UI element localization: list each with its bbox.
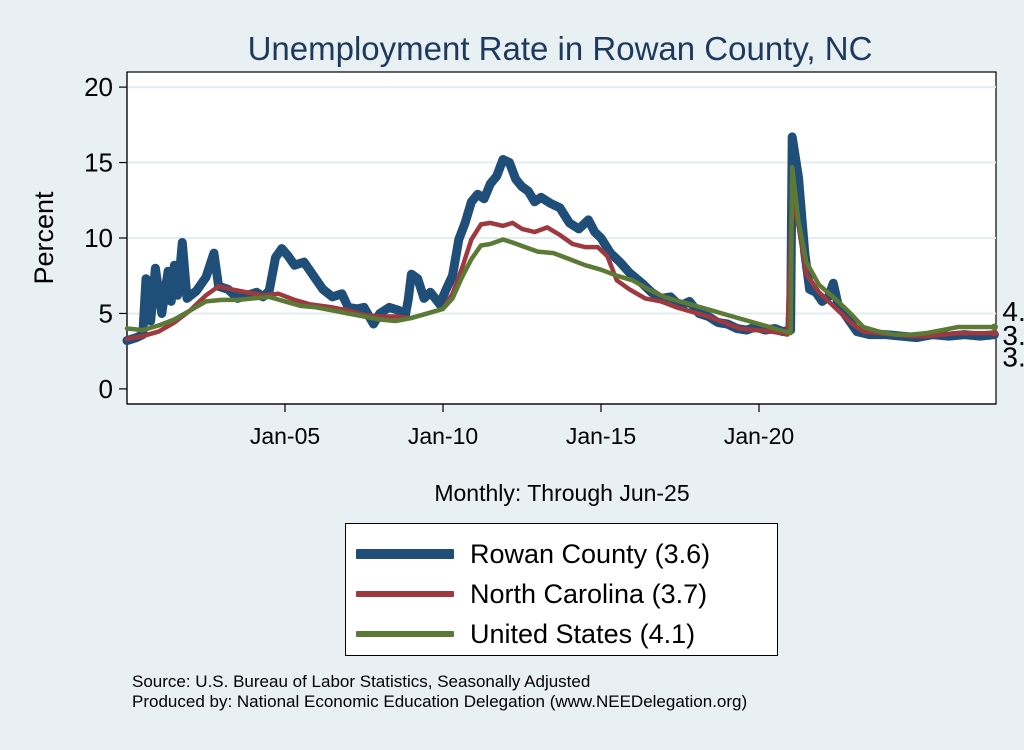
- x-axis: Jan-05 Jan-10 Jan-15 Jan-20: [127, 403, 996, 449]
- series-line-united-states: [124, 164, 997, 337]
- chart-title: Unemployment Rate in Rowan County, NC: [248, 30, 873, 67]
- series-line-north-carolina: [124, 193, 997, 342]
- series-lines: [122, 132, 999, 346]
- source-note: Source: U.S. Bureau of Labor Statistics,…: [132, 672, 747, 712]
- legend-item-united-states: United States (4.1): [356, 614, 695, 654]
- legend-label-united-states: United States (4.1): [470, 618, 696, 649]
- end-label-rowan-county: 3.6: [1002, 342, 1024, 373]
- series-end-marker-north-carolina: [990, 329, 998, 337]
- x-tick-label: Jan-20: [724, 423, 794, 449]
- y-tick-label: 10: [84, 223, 113, 253]
- y-axis: 0 5 10 15 20: [84, 72, 128, 404]
- x-tick-label: Jan-10: [408, 423, 478, 449]
- legend-swatch-rowan-county: [356, 549, 454, 559]
- legend: Rowan County (3.6) North Carolina (3.7) …: [345, 523, 778, 656]
- end-label-united-states: 4.1: [1002, 296, 1024, 327]
- end-label-north-carolina: 3.7: [1002, 320, 1024, 351]
- legend-item-rowan-county: Rowan County (3.6): [356, 534, 710, 574]
- legend-label-north-carolina: North Carolina (3.7): [470, 578, 708, 609]
- series-end-marker-united-states: [990, 323, 998, 331]
- legend-label-rowan-county: Rowan County (3.6): [470, 538, 711, 569]
- y-tick-label: 5: [99, 298, 113, 328]
- legend-swatch-united-states: [356, 631, 454, 637]
- produced-by-line: Produced by: National Economic Education…: [132, 692, 748, 711]
- legend-item-north-carolina: North Carolina (3.7): [356, 574, 707, 614]
- legend-swatch-north-carolina: [356, 591, 454, 597]
- y-tick-label: 20: [84, 72, 113, 102]
- y-tick-label: 15: [84, 148, 113, 178]
- x-axis-label: Monthly: Through Jun-25: [434, 480, 689, 506]
- x-tick-label: Jan-15: [566, 423, 636, 449]
- end-labels: 4.13.73.6: [1002, 296, 1024, 373]
- x-tick-label: Jan-05: [250, 423, 320, 449]
- y-tick-label: 0: [99, 374, 113, 404]
- source-line: Source: U.S. Bureau of Labor Statistics,…: [132, 672, 591, 691]
- y-axis-label: Percent: [29, 191, 59, 285]
